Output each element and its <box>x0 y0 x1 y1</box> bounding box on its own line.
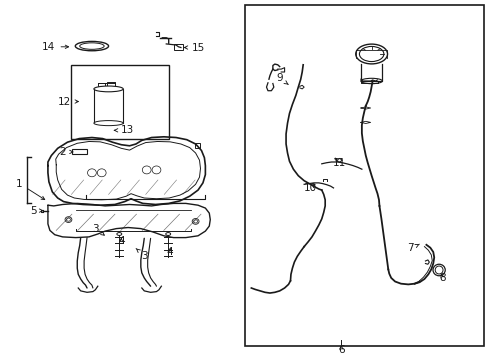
Ellipse shape <box>94 86 123 92</box>
Text: 10: 10 <box>304 183 316 193</box>
Text: 5: 5 <box>30 206 42 216</box>
Text: 13: 13 <box>114 125 134 135</box>
Text: 15: 15 <box>184 42 204 53</box>
Text: 12: 12 <box>58 96 78 107</box>
Text: 4: 4 <box>118 236 124 246</box>
Text: 6: 6 <box>337 345 344 355</box>
Bar <box>173 44 183 50</box>
Bar <box>194 143 200 148</box>
Text: 9: 9 <box>276 73 287 84</box>
Text: 11: 11 <box>332 158 346 168</box>
Bar <box>71 65 168 139</box>
Text: 14: 14 <box>42 42 68 52</box>
Text: 3: 3 <box>136 248 147 261</box>
Ellipse shape <box>94 121 123 126</box>
Text: 8: 8 <box>438 273 445 283</box>
Bar <box>72 149 87 154</box>
Ellipse shape <box>75 41 108 51</box>
Text: 1: 1 <box>16 179 44 199</box>
Text: 2: 2 <box>59 147 73 157</box>
Text: 3: 3 <box>92 224 104 235</box>
Bar <box>245 5 483 346</box>
Text: 7: 7 <box>407 243 419 253</box>
Text: 4: 4 <box>166 247 173 257</box>
